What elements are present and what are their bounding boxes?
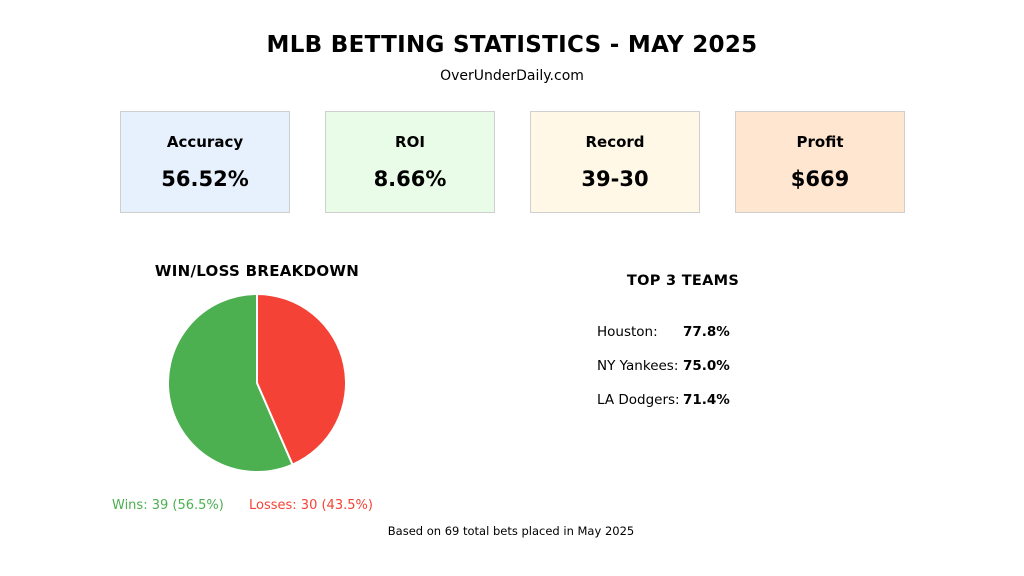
accuracy-value: 56.52% bbox=[121, 167, 289, 191]
team-name: NY Yankees: bbox=[597, 358, 678, 374]
team-win-pct: 71.4% bbox=[683, 392, 730, 408]
losses-legend: Losses: 30 (43.5%) bbox=[249, 498, 373, 513]
wins-legend: Wins: 39 (56.5%) bbox=[112, 498, 224, 513]
page-subtitle: OverUnderDaily.com bbox=[0, 68, 1024, 84]
footnote: Based on 69 total bets placed in May 202… bbox=[0, 524, 1022, 538]
win-loss-pie-chart bbox=[160, 286, 354, 480]
record-card: Record 39-30 bbox=[530, 111, 700, 213]
roi-card: ROI 8.66% bbox=[325, 111, 495, 213]
team-win-pct: 77.8% bbox=[683, 324, 730, 340]
team-name: Houston: bbox=[597, 324, 658, 340]
profit-value: $669 bbox=[736, 167, 904, 191]
accuracy-label: Accuracy bbox=[121, 133, 289, 151]
record-value: 39-30 bbox=[531, 167, 699, 191]
record-label: Record bbox=[531, 133, 699, 151]
accuracy-card: Accuracy 56.52% bbox=[120, 111, 290, 213]
team-name: LA Dodgers: bbox=[597, 392, 680, 408]
profit-label: Profit bbox=[736, 133, 904, 151]
roi-value: 8.66% bbox=[326, 167, 494, 191]
profit-card: Profit $669 bbox=[735, 111, 905, 213]
top-teams-title: TOP 3 TEAMS bbox=[583, 273, 783, 289]
pie-chart-title: WIN/LOSS BREAKDOWN bbox=[110, 262, 404, 280]
team-win-pct: 75.0% bbox=[683, 358, 730, 374]
page-title: MLB BETTING STATISTICS - MAY 2025 bbox=[0, 32, 1024, 58]
roi-label: ROI bbox=[326, 133, 494, 151]
